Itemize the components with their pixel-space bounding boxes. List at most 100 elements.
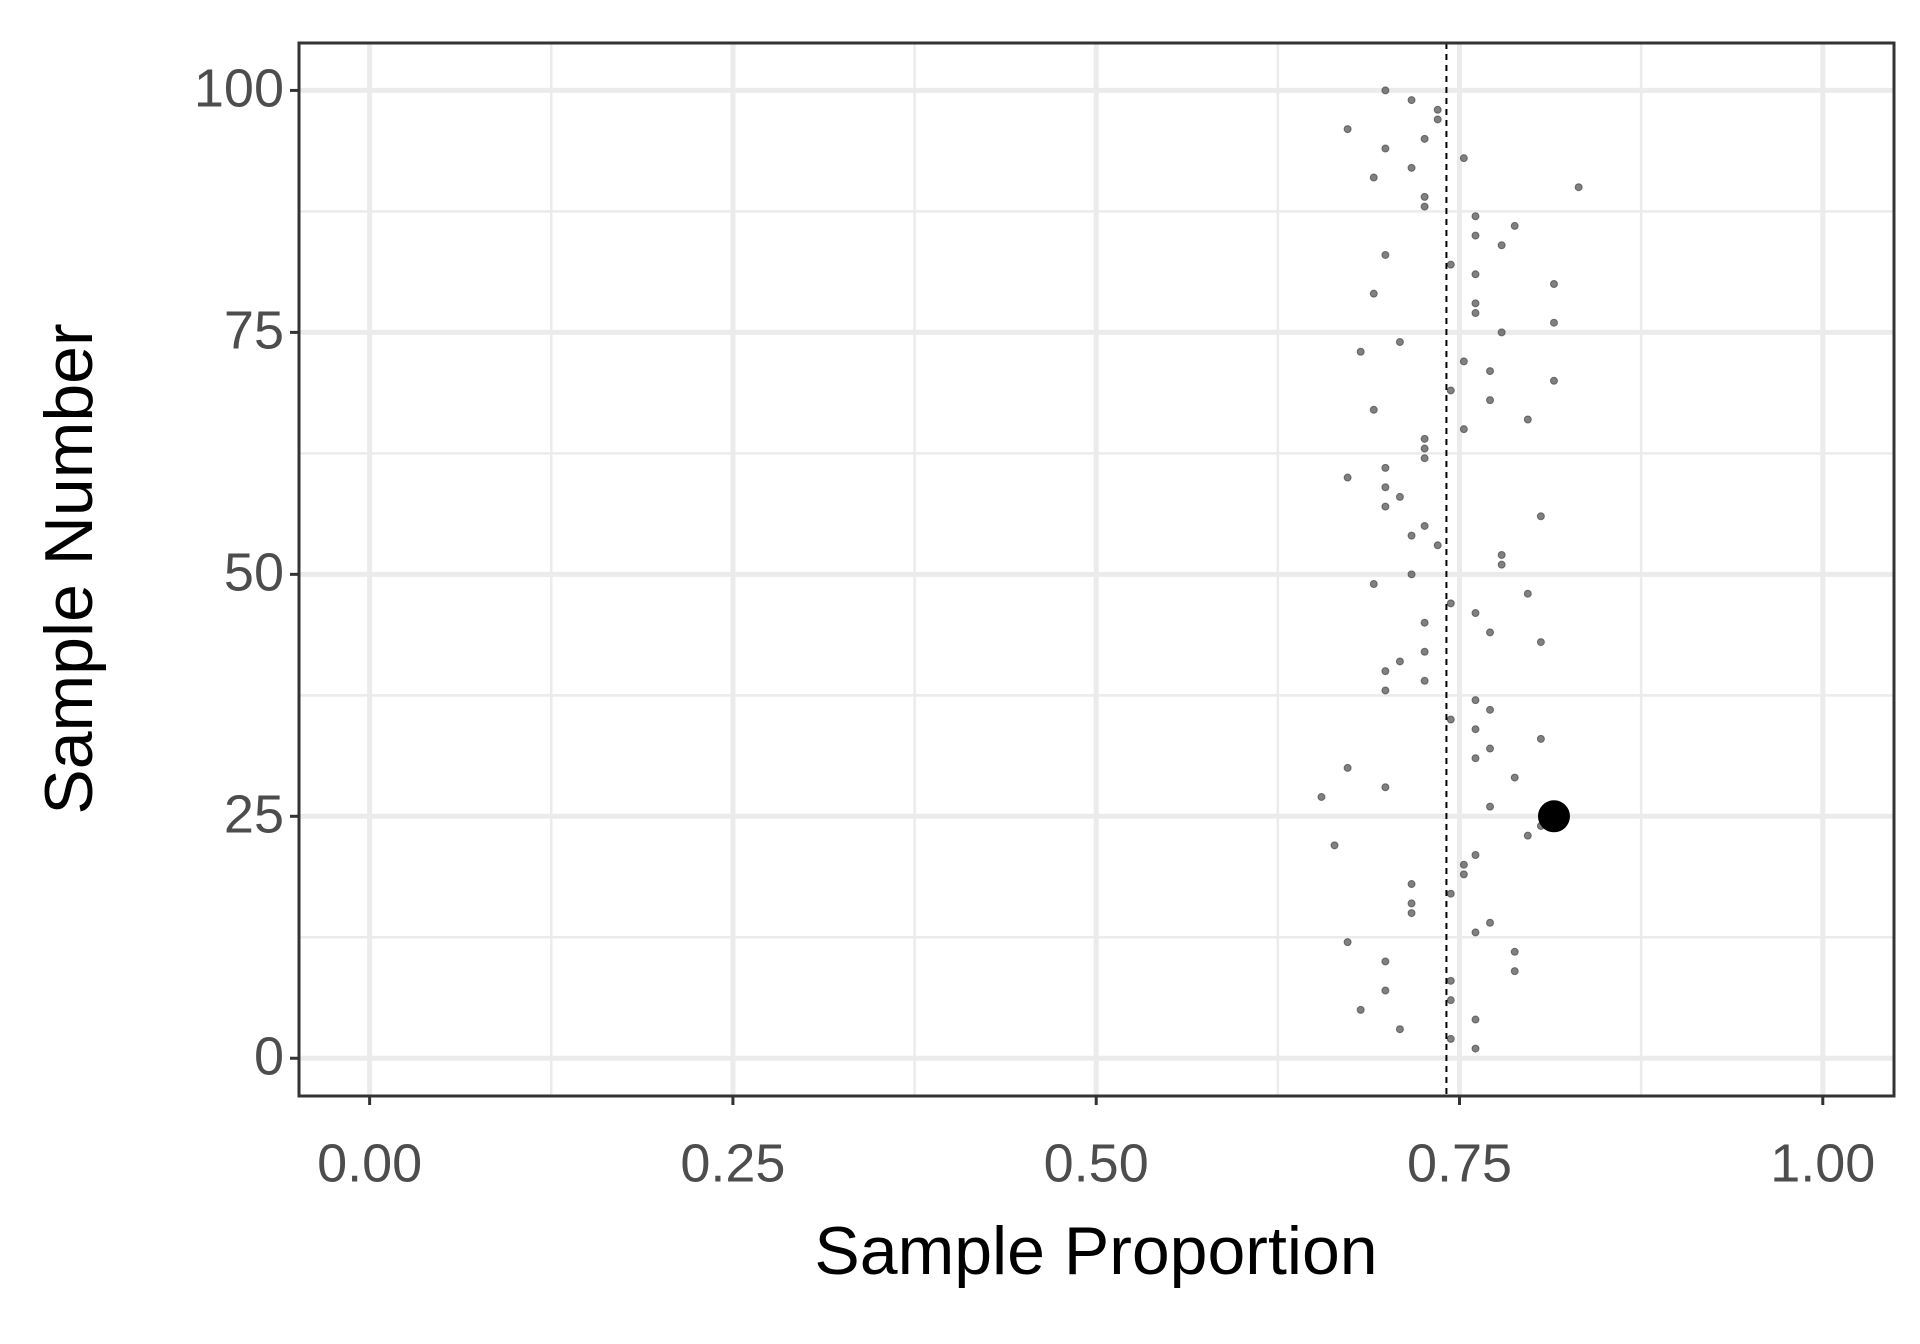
point xyxy=(1471,725,1480,734)
x-tick-label: 0.50 xyxy=(1044,1133,1149,1193)
point xyxy=(1459,860,1468,869)
point xyxy=(1471,754,1480,763)
x-tick-label: 0.75 xyxy=(1407,1133,1512,1193)
point xyxy=(1395,1025,1404,1034)
point xyxy=(1459,357,1468,366)
y-axis-title: Sample Number xyxy=(31,323,107,814)
x-tick-label: 0.00 xyxy=(317,1133,422,1193)
point xyxy=(1510,773,1519,782)
point xyxy=(1471,696,1480,705)
point xyxy=(1486,396,1495,405)
point xyxy=(1369,580,1378,589)
point xyxy=(1549,376,1558,385)
point xyxy=(1420,647,1429,656)
point xyxy=(1407,163,1416,172)
point xyxy=(1486,367,1495,376)
point xyxy=(1471,299,1480,308)
point xyxy=(1471,1015,1480,1024)
point xyxy=(1510,967,1519,976)
point xyxy=(1343,938,1352,947)
point xyxy=(1381,957,1390,966)
point xyxy=(1497,560,1506,569)
point xyxy=(1343,125,1352,134)
point xyxy=(1395,657,1404,666)
point xyxy=(1459,425,1468,434)
point xyxy=(1446,599,1455,608)
point xyxy=(1407,899,1416,908)
point xyxy=(1420,618,1429,627)
point xyxy=(1446,715,1455,724)
point xyxy=(1486,705,1495,714)
highlight-point xyxy=(1537,800,1570,833)
point xyxy=(1381,463,1390,472)
y-tick-label: 50 xyxy=(224,543,284,603)
point xyxy=(1433,541,1442,550)
point xyxy=(1446,889,1455,898)
point xyxy=(1446,260,1455,269)
point xyxy=(1446,386,1455,395)
y-tick-label: 25 xyxy=(224,785,284,845)
point xyxy=(1330,841,1339,850)
point xyxy=(1471,928,1480,937)
point xyxy=(1420,192,1429,201)
y-tick-label: 100 xyxy=(194,59,284,119)
point xyxy=(1381,483,1390,492)
point xyxy=(1420,676,1429,685)
x-tick-label: 0.25 xyxy=(680,1133,785,1193)
point xyxy=(1369,289,1378,298)
point xyxy=(1381,144,1390,153)
point xyxy=(1395,338,1404,347)
point xyxy=(1356,1005,1365,1014)
point xyxy=(1459,154,1468,163)
point xyxy=(1471,212,1480,221)
point xyxy=(1356,347,1365,356)
point xyxy=(1549,279,1558,288)
point xyxy=(1433,105,1442,114)
point xyxy=(1536,512,1545,521)
point xyxy=(1407,531,1416,540)
point xyxy=(1486,802,1495,811)
point xyxy=(1407,909,1416,918)
point xyxy=(1510,221,1519,230)
point xyxy=(1536,638,1545,647)
point xyxy=(1446,1034,1455,1043)
point xyxy=(1381,667,1390,676)
point xyxy=(1343,763,1352,772)
point xyxy=(1497,328,1506,337)
point xyxy=(1471,270,1480,279)
point xyxy=(1486,628,1495,637)
point xyxy=(1381,250,1390,259)
point xyxy=(1420,521,1429,530)
point xyxy=(1343,473,1352,482)
point xyxy=(1471,309,1480,318)
point xyxy=(1407,96,1416,105)
point xyxy=(1420,134,1429,143)
x-tick-label: 1.00 xyxy=(1770,1133,1875,1193)
point xyxy=(1317,792,1326,801)
point xyxy=(1471,231,1480,240)
point xyxy=(1497,550,1506,559)
y-tick-label: 75 xyxy=(224,301,284,361)
point xyxy=(1486,918,1495,927)
point xyxy=(1471,851,1480,860)
point xyxy=(1471,609,1480,618)
panel-border xyxy=(297,41,1896,1098)
point xyxy=(1420,434,1429,443)
point xyxy=(1407,880,1416,889)
point xyxy=(1536,734,1545,743)
point xyxy=(1381,986,1390,995)
point xyxy=(1369,405,1378,414)
point xyxy=(1523,831,1532,840)
point xyxy=(1510,947,1519,956)
y-tick-label: 0 xyxy=(254,1027,284,1087)
point xyxy=(1381,502,1390,511)
point xyxy=(1420,454,1429,463)
point xyxy=(1381,783,1390,792)
point xyxy=(1574,183,1583,192)
point xyxy=(1369,173,1378,182)
point xyxy=(1523,415,1532,424)
point xyxy=(1459,870,1468,879)
